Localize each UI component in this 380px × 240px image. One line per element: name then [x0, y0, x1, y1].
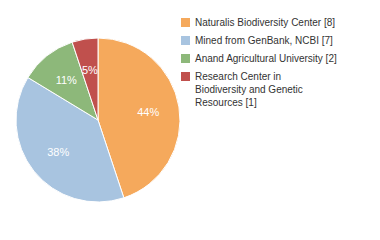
- html-text:Research Center in Biodiversit: Research Center in Biodiversity and Gene…: [195, 71, 303, 108]
- html-text:Mined from GenBank, NCBI [7]: Mined from GenBank, NCBI [7]: [195, 35, 333, 46]
- svg-text:5%: 5%: [82, 64, 98, 76]
- svg-text:44%: 44%: [137, 106, 159, 118]
- svg-text:38%: 38%: [47, 146, 69, 158]
- html-text:Naturalis Biodiversity Center: Naturalis Biodiversity Center [8]: [195, 17, 336, 28]
- svg-text:11%: 11%: [56, 74, 77, 86]
- html-text:Anand Agricultural University: Anand Agricultural University [2]: [195, 53, 337, 64]
